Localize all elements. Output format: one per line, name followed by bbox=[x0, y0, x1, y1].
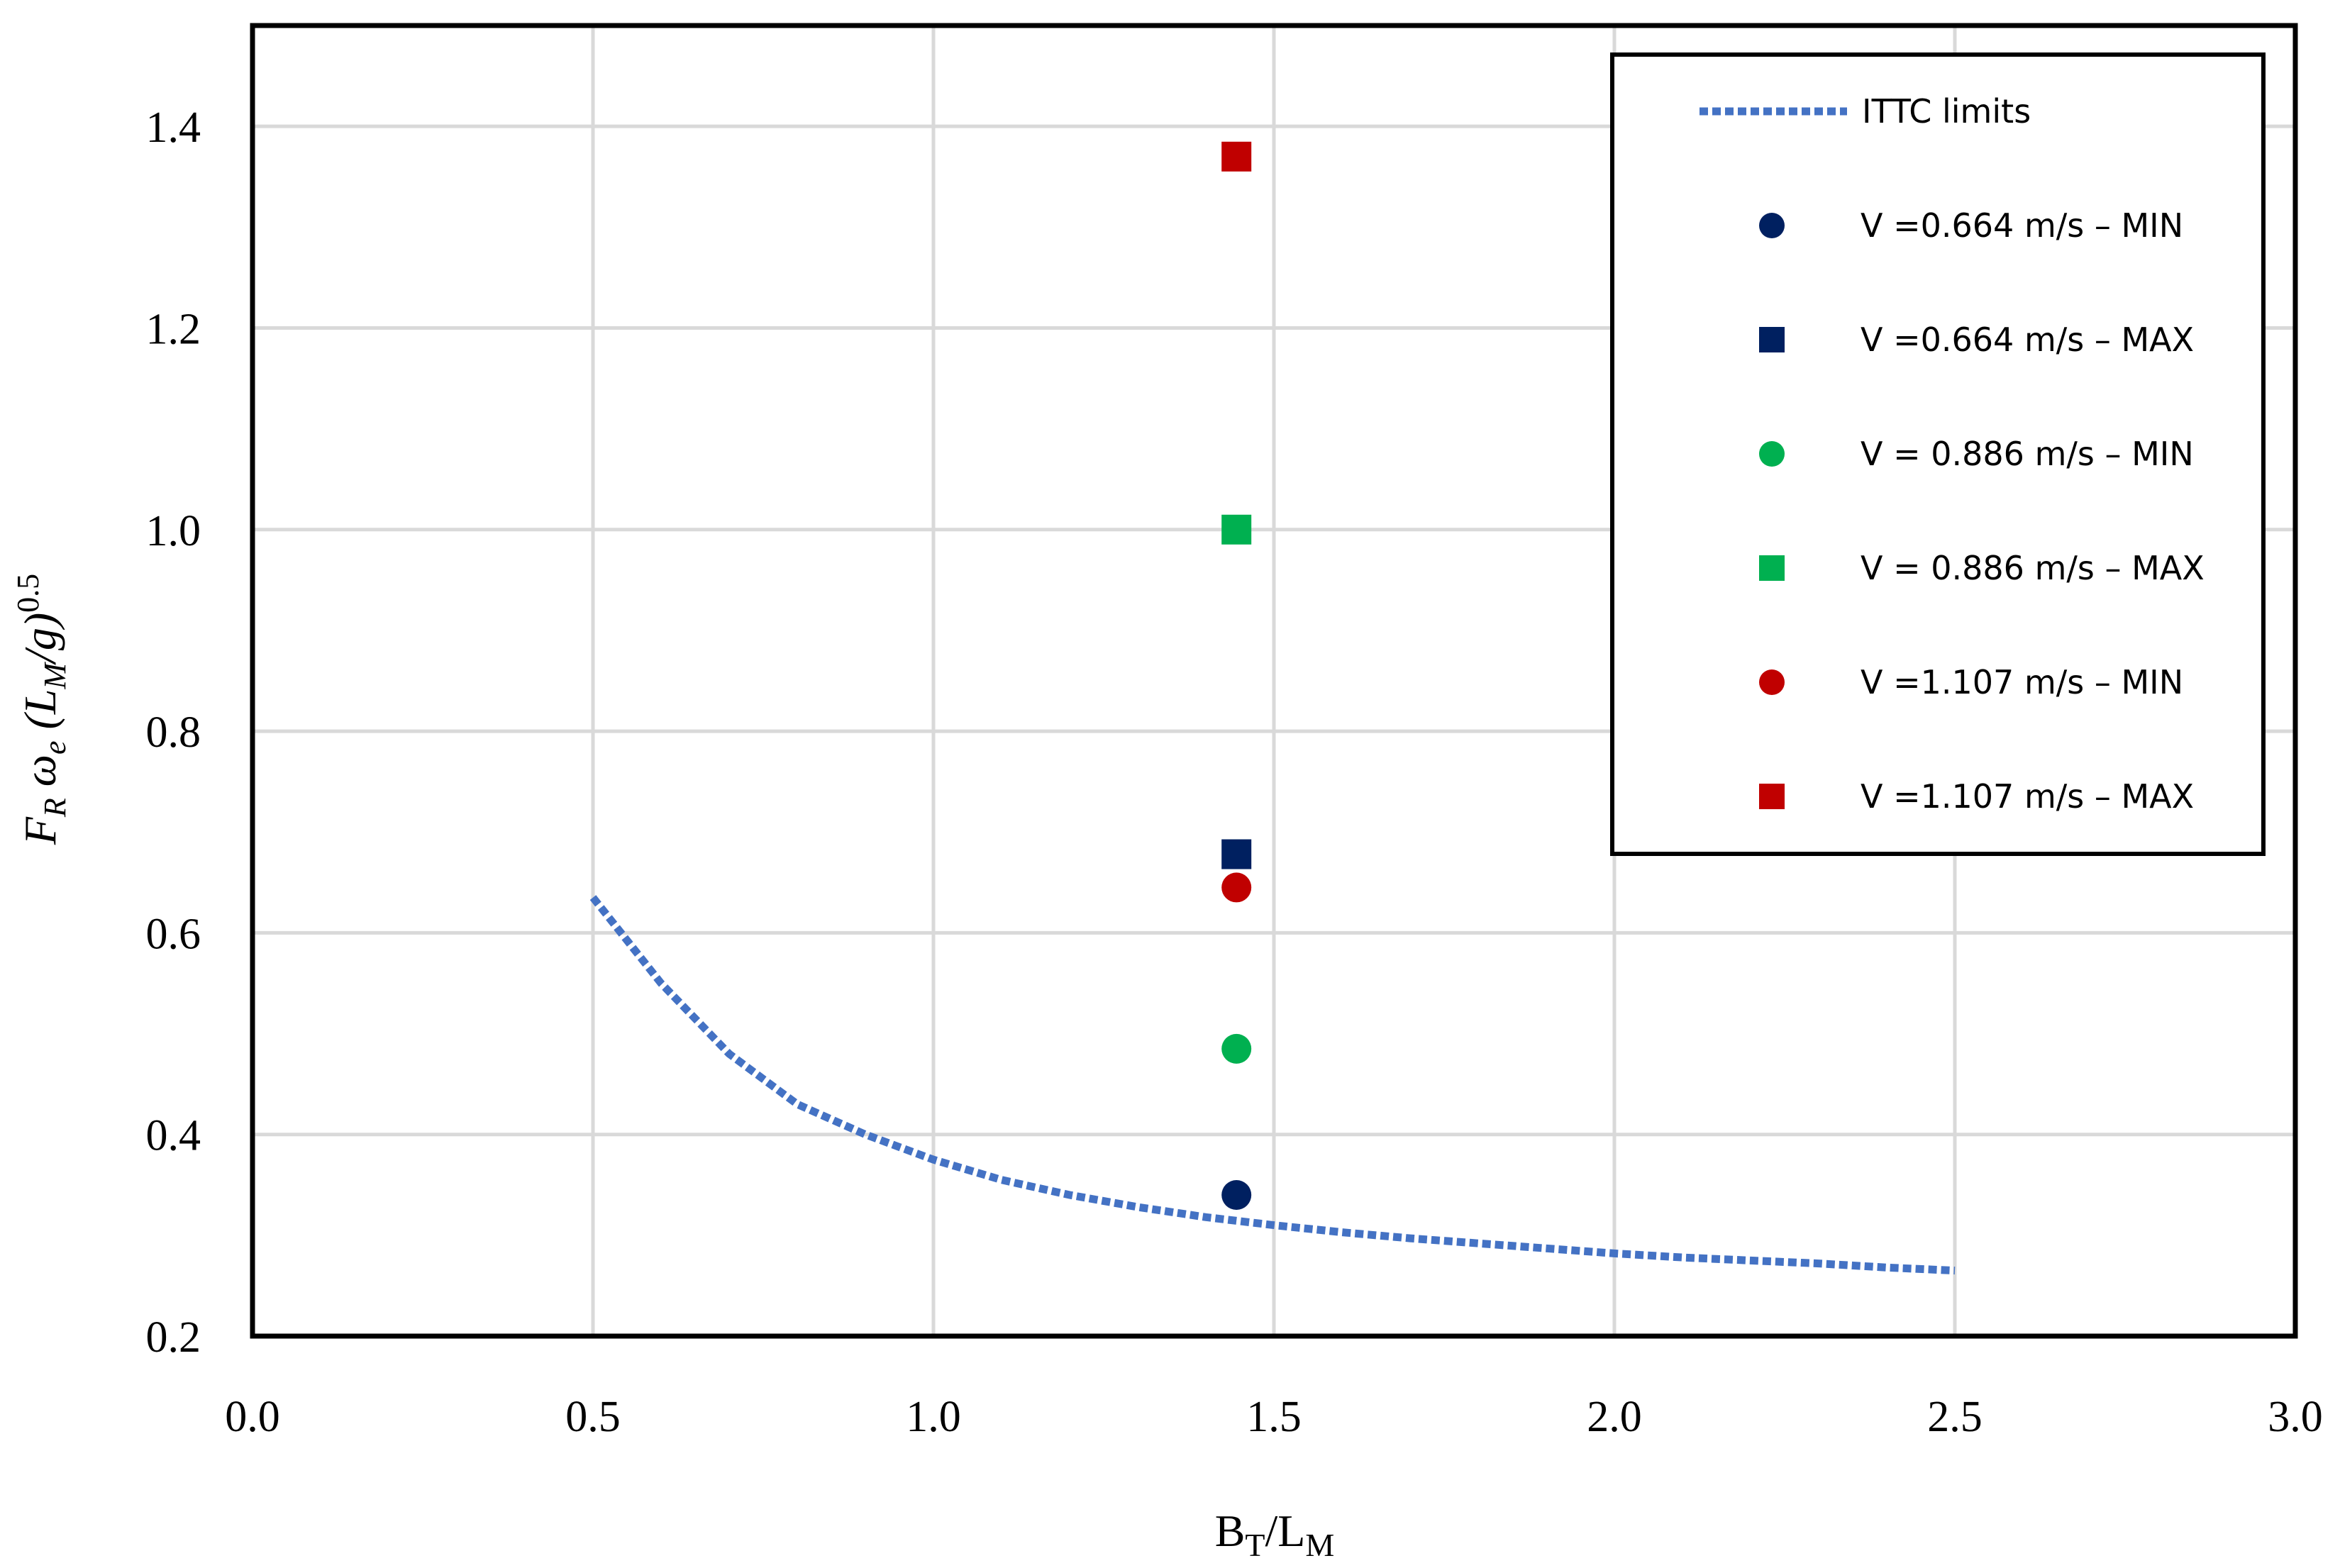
x-tick-label: 0.0 bbox=[225, 1393, 280, 1441]
x-tick-label: 2.5 bbox=[1927, 1393, 1983, 1441]
data-point-circle bbox=[1221, 1033, 1252, 1064]
legend-entry: V =1.107 m/s – MIN bbox=[1759, 663, 2183, 701]
series-v-1-107-m-s-min bbox=[1221, 872, 1252, 903]
data-point-square bbox=[1221, 141, 1252, 172]
legend-label: V =1.107 m/s – MIN bbox=[1861, 663, 2183, 701]
legend-entry: V =0.664 m/s – MIN bbox=[1759, 206, 2183, 245]
y-tick-labels: 0.2 0.4 0.6 0.8 1.0 1.2 1.4 bbox=[146, 104, 201, 1362]
legend-square-swatch bbox=[1759, 555, 1785, 581]
legend-entry: V =1.107 m/s – MAX bbox=[1759, 777, 2194, 816]
legend-square-swatch bbox=[1759, 784, 1785, 809]
data-point-circle bbox=[1221, 872, 1252, 903]
data-point-square bbox=[1221, 514, 1252, 545]
legend-circle-swatch bbox=[1759, 213, 1785, 238]
series-v-0-664-m-s-min bbox=[1221, 1179, 1252, 1210]
legend-entry: V = 0.886 m/s – MIN bbox=[1759, 435, 2194, 473]
x-tick-label: 2.0 bbox=[1587, 1393, 1642, 1441]
legend-circle-swatch bbox=[1759, 669, 1785, 695]
legend-label: V = 0.886 m/s – MIN bbox=[1861, 435, 2194, 473]
y-axis-title: FR ωe (LM/g)0.5 bbox=[11, 574, 72, 845]
legend-label: V = 0.886 m/s – MAX bbox=[1861, 549, 2205, 587]
series-v-0-886-m-s-max bbox=[1221, 514, 1252, 545]
y-tick-label: 0.8 bbox=[146, 708, 201, 757]
plot-area-border bbox=[250, 23, 2298, 1339]
y-tick-label: 0.6 bbox=[146, 910, 201, 958]
y-tick-label: 1.4 bbox=[146, 104, 201, 152]
legend-label: V =0.664 m/s – MIN bbox=[1861, 206, 2183, 245]
x-tick-labels: 0.0 0.5 1.0 1.5 2.0 2.5 3.0 bbox=[225, 1393, 2323, 1441]
series-layer bbox=[589, 141, 1956, 1275]
legend: ITTC limits V =0.664 m/s – MIN V =0.664 m/… bbox=[1610, 52, 2266, 856]
data-point-square bbox=[1221, 839, 1252, 869]
y-tick-label: 1.0 bbox=[146, 507, 201, 555]
series-ittc-limits bbox=[589, 895, 1956, 1275]
ittc-limits-line bbox=[589, 895, 1956, 1275]
data-point-circle bbox=[1221, 1179, 1252, 1210]
legend-square-swatch bbox=[1759, 327, 1785, 352]
y-tick-label: 0.4 bbox=[146, 1112, 201, 1160]
y-tick-label: 0.2 bbox=[146, 1313, 201, 1362]
legend-entry: ITTC limits bbox=[1699, 92, 2031, 130]
legend-label: V =0.664 m/s – MAX bbox=[1861, 321, 2194, 359]
x-axis-title: BT/LM bbox=[1215, 1506, 1335, 1563]
x-tick-label: 1.0 bbox=[906, 1393, 961, 1441]
legend-label: V =1.107 m/s – MAX bbox=[1861, 777, 2194, 816]
x-tick-label: 0.5 bbox=[565, 1393, 621, 1441]
series-v-0-886-m-s-min bbox=[1221, 1033, 1252, 1064]
legend-box bbox=[1610, 52, 2266, 856]
legend-entry: V =0.664 m/s – MAX bbox=[1759, 321, 2194, 359]
legend-label: ITTC limits bbox=[1862, 92, 2031, 130]
y-tick-label: 1.2 bbox=[146, 305, 201, 353]
legend-circle-swatch bbox=[1759, 441, 1785, 467]
x-tick-label: 3.0 bbox=[2268, 1393, 2323, 1441]
legend-entry: V = 0.886 m/s – MAX bbox=[1759, 549, 2205, 587]
x-tick-label: 1.5 bbox=[1246, 1393, 1302, 1441]
series-v-0-664-m-s-max bbox=[1221, 839, 1252, 869]
series-v-1-107-m-s-max bbox=[1221, 141, 1252, 172]
